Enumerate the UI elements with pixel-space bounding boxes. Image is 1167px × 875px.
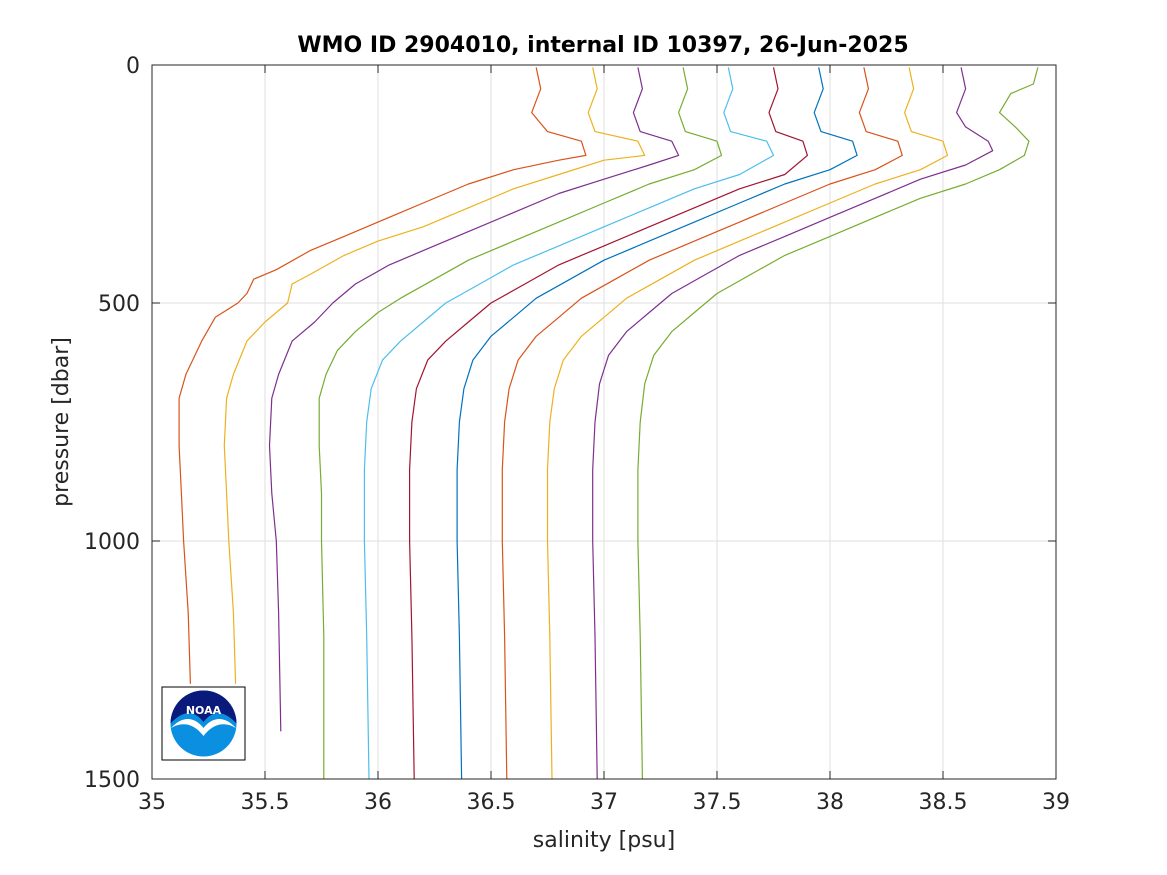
x-tick-label: 37.5 <box>693 790 742 815</box>
profile-line-7 <box>456 67 858 780</box>
profile-line-3 <box>268 67 680 732</box>
x-tick-label: 36.5 <box>467 790 516 815</box>
y-tick-label: 500 <box>98 292 140 317</box>
x-tick-label: 35.5 <box>241 790 290 815</box>
profile-line-6 <box>409 67 809 780</box>
x-tick-label: 38.5 <box>919 790 968 815</box>
profile-line-4 <box>318 67 723 779</box>
chart-title: WMO ID 2904010, internal ID 10397, 26-Ju… <box>297 33 908 58</box>
noaa-logo: NOAA <box>161 686 246 761</box>
y-tick-label: 1500 <box>84 768 140 793</box>
x-tick-label: 37 <box>590 790 618 815</box>
series-layer <box>178 67 1039 780</box>
profile-line-2 <box>223 67 646 684</box>
x-tick-label: 36 <box>364 790 392 815</box>
profile-line-9 <box>546 67 949 780</box>
profile-line-8 <box>501 67 903 780</box>
profile-line-1 <box>178 67 587 684</box>
y-tick-label: 0 <box>126 54 140 79</box>
y-axis-label: pressure [dbar] <box>49 337 74 507</box>
profile-line-11 <box>637 67 1039 780</box>
profile-line-5 <box>363 67 775 780</box>
x-tick-label: 38 <box>816 790 844 815</box>
y-tick-label: 1000 <box>84 530 140 555</box>
x-tick-label: 39 <box>1042 790 1070 815</box>
x-tick-label: 35 <box>138 790 166 815</box>
svg-text:NOAA: NOAA <box>186 704 222 717</box>
profile-line-10 <box>592 67 994 780</box>
axis-ticks: 35 35.5 36 36.5 37 37.5 38 38.5 39 0 500 1000 1500 <box>84 54 1070 815</box>
x-axis-label: salinity [psu] <box>533 828 675 853</box>
